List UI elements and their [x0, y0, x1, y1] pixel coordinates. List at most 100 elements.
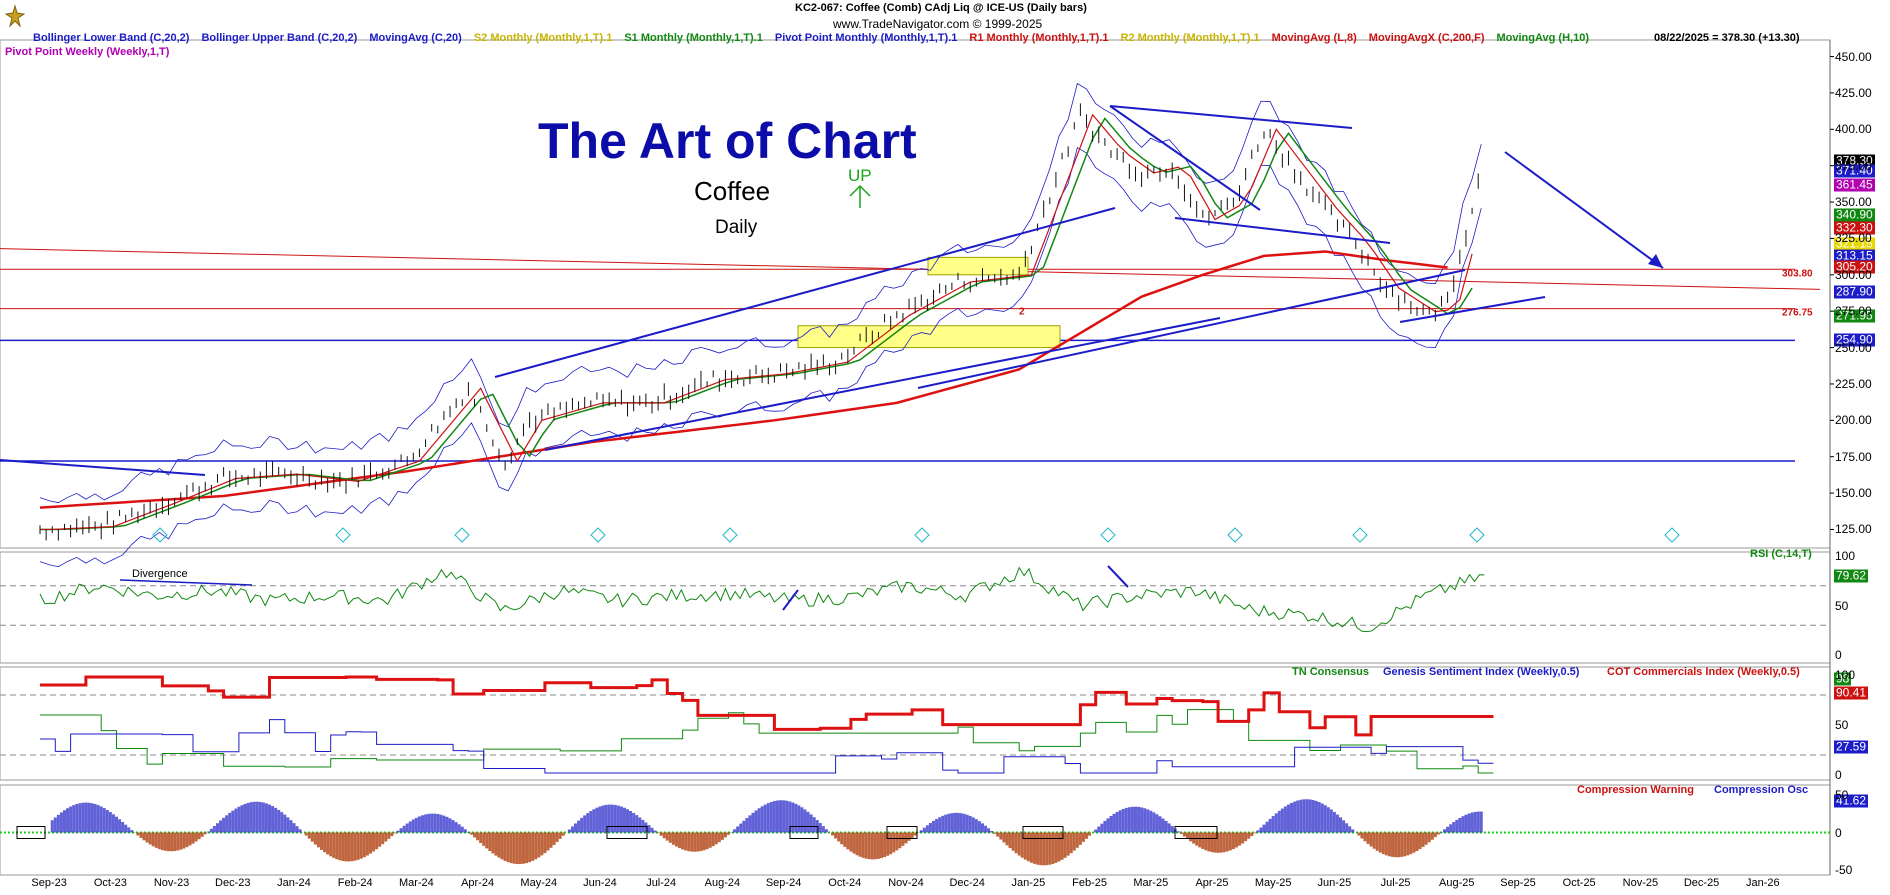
price-tick-label: 400.00: [1835, 122, 1872, 137]
month-tick-label: Jan-25: [1011, 877, 1046, 889]
chart-timeframe: Daily: [715, 217, 758, 238]
ma-l8-line: [40, 113, 1473, 531]
month-tick-label: Nov-24: [888, 877, 924, 889]
compression-tick-label: 0: [1835, 825, 1842, 840]
trendline-6: [1109, 105, 1261, 211]
rsi-tick-label: 50: [1835, 598, 1849, 613]
price-badge: 378.30: [1834, 153, 1875, 168]
sentiment-label-2: Genesis Sentiment Index (Weekly,0.5): [1383, 666, 1580, 678]
price-tick-label: 125.00: [1835, 522, 1872, 537]
legend-item: MovingAvgX (C,200,F): [1368, 32, 1485, 44]
indicator-badge: 90.41: [1834, 685, 1869, 700]
month-tick-label: Jul-25: [1380, 877, 1411, 889]
pivot-marker: [1227, 527, 1243, 543]
pivot-weekly-legend: Pivot Point Weekly (Weekly,1,T): [5, 46, 170, 58]
pivot-marker: [1469, 527, 1485, 543]
month-tick-label: Nov-23: [153, 877, 190, 889]
trendline-3: [917, 269, 1466, 389]
price-badge: 254.90: [1834, 332, 1875, 347]
sentiment-tick-label: 50: [1835, 718, 1849, 732]
month-tick-label: Oct-23: [93, 877, 127, 889]
ma-h10-line: [40, 117, 1473, 531]
ma200-line: [39, 250, 1448, 509]
month-tick-label: Jun-24: [583, 877, 617, 889]
price-badge: 287.90: [1834, 284, 1875, 299]
pivot-marker: [335, 527, 351, 543]
month-tick-label: Jul-24: [646, 877, 677, 889]
price-tick-label: 225.00: [1835, 376, 1872, 391]
month-tick-label: May-25: [1254, 877, 1292, 889]
rsi-tick-label: 0: [1835, 648, 1842, 662]
legend-item: Bollinger Upper Band (C,20,2): [201, 32, 358, 44]
level-276-label: 276.75: [1782, 307, 1813, 319]
cot-commercials-line: [40, 675, 1494, 737]
trendline-0: [494, 207, 1116, 378]
price-tick-label: 200.00: [1835, 413, 1872, 428]
price-badge: 305.20: [1834, 259, 1875, 274]
tn-consensus-line: [40, 709, 1494, 774]
genesis-sentiment-line: [40, 719, 1494, 774]
month-tick-label: Mar-24: [398, 877, 434, 889]
trendline-1: [544, 317, 1221, 451]
sentiment-label-3: COT Commercials Index (Weekly,0.5): [1607, 666, 1800, 678]
price-bars: [39, 103, 1479, 541]
divergence-line: [119, 579, 253, 586]
month-tick-label: Jan-24: [277, 877, 311, 889]
indicator-badge: 27.59: [1834, 739, 1869, 754]
month-tick-label: Aug-25: [1439, 877, 1475, 889]
month-tick-label: Dec-24: [949, 877, 985, 889]
month-tick-label: Mar-25: [1133, 877, 1169, 889]
price-badge: 371.40: [1834, 163, 1875, 178]
price-tick-label: 275.00: [1835, 304, 1872, 319]
legend-item: MovingAvg (C,20): [369, 32, 462, 44]
compression-box-3: [886, 826, 918, 839]
month-tick-label: Feb-24: [337, 877, 373, 889]
chart-title: The Art of Chart: [538, 113, 917, 169]
pivot-marker: [1100, 527, 1116, 543]
month-tick-label: Apr-25: [1195, 877, 1229, 889]
month-tick-label: Sep-24: [765, 877, 802, 889]
pivot-marker: [590, 527, 606, 543]
legend-item: R1 Monthly (Monthly,1,T).1: [969, 32, 1109, 44]
yellow-zone-1: [797, 325, 1061, 349]
month-tick-label: Sep-25: [1500, 877, 1536, 889]
legend-item: S1 Monthly (Monthly,1,T).1: [624, 32, 763, 44]
sentiment-tick-label: 100: [1835, 668, 1856, 682]
trendline-5: [1174, 217, 1391, 244]
compression-osc: [50, 799, 1483, 866]
rsi-arrow-2: [1107, 565, 1129, 588]
month-tick-label: May-24: [520, 877, 558, 889]
pivot-marker: [722, 527, 738, 543]
month-tick-label: Aug-24: [704, 877, 741, 889]
compression-box-1: [606, 826, 648, 839]
chart-subject: Coffee: [694, 176, 771, 206]
price-badge: 332.30: [1834, 220, 1875, 235]
price-badge: 313.15: [1834, 248, 1875, 263]
trend-label: UP: [848, 166, 872, 185]
legend-item: MovingAvg (H,10): [1496, 32, 1590, 44]
sentiment-label-1: TN Consensus: [1292, 666, 1370, 678]
trendline-2: [0, 459, 206, 476]
month-tick-label: Dec-23: [215, 877, 251, 889]
month-tick-label: Oct-24: [828, 877, 862, 889]
compression-label-2: Compression Osc: [1714, 784, 1809, 796]
price-badge: 340.90: [1834, 207, 1875, 222]
pivot-marker: [152, 527, 168, 543]
price-badge: 321.15: [1834, 236, 1875, 251]
price-badge: 271.95: [1834, 308, 1875, 323]
red-slope-line: [0, 248, 1821, 290]
rsi-label: RSI (C,14,T): [1750, 548, 1812, 560]
month-tick-label: Nov-25: [1622, 877, 1659, 889]
compression-box-2: [789, 826, 819, 839]
compression-box-4: [1022, 826, 1064, 839]
legend-item: Pivot Point Monthly (Monthly,1,T).1: [774, 32, 958, 44]
compression-box-5: [1174, 826, 1218, 839]
price-tick-label: 300.00: [1835, 267, 1872, 282]
compression-tick-label: -50: [1835, 863, 1853, 877]
panel-frame-1: [0, 551, 1831, 664]
trendline-7: [1399, 296, 1546, 323]
trendline-4: [1109, 105, 1353, 129]
up-arrowhead: [849, 184, 871, 197]
pivot-marker: [1352, 527, 1368, 543]
